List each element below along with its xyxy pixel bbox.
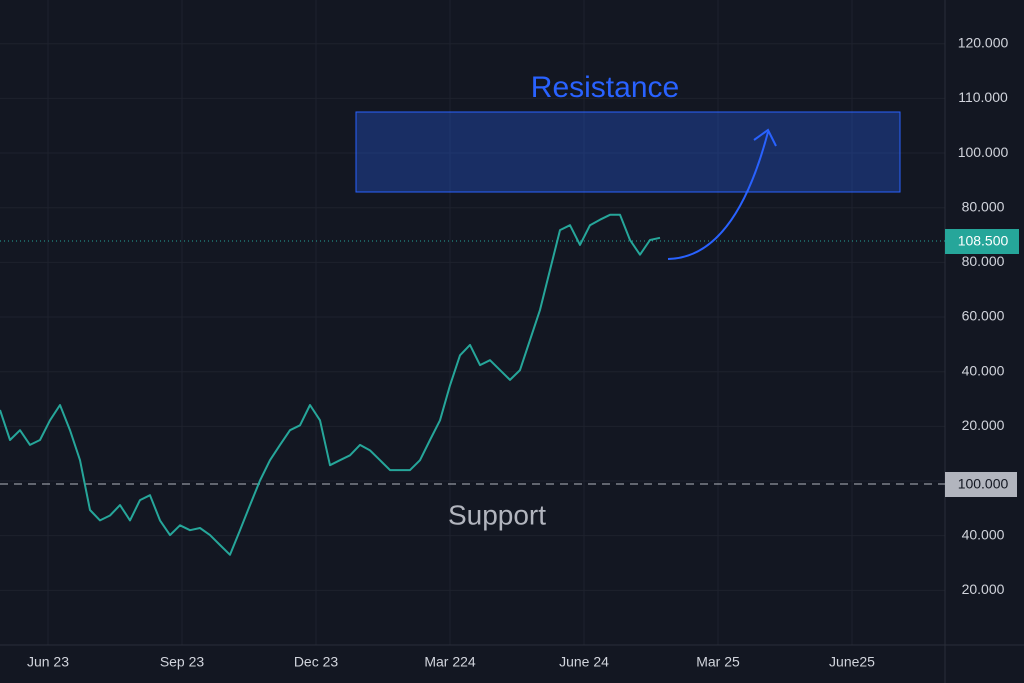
x-tick-label: Jun 23	[27, 654, 69, 670]
price-line	[0, 213, 661, 556]
y-tick-label: 110.000	[958, 89, 1008, 105]
y-tick-label: 100.000	[958, 144, 1009, 160]
resistance-label: Resistance	[531, 71, 679, 104]
x-tick-label: Dec 23	[294, 654, 339, 670]
price-tag	[945, 229, 1019, 254]
price-tag	[945, 472, 1017, 497]
grid	[0, 0, 945, 645]
y-tick-label: 80.000	[962, 253, 1005, 269]
price-tag-label: 100.000	[958, 476, 1009, 492]
y-tick-label: 20.000	[962, 581, 1005, 597]
arrow-head	[753, 128, 777, 147]
arrow	[667, 131, 769, 260]
x-tick-label: Sep 23	[160, 654, 205, 670]
y-tick-label: 40.000	[962, 526, 1005, 542]
price-tag-label: 108.500	[958, 233, 1009, 249]
y-tick-label: 20.000	[962, 417, 1005, 433]
x-tick-label: June 24	[559, 654, 609, 670]
y-tick-label: 120.000	[958, 34, 1009, 50]
x-tick-label: Mar 25	[696, 654, 740, 670]
y-tick-label: 60.000	[962, 308, 1005, 324]
support-label: Support	[448, 499, 546, 530]
y-tick-label: 80.000	[962, 198, 1005, 214]
x-tick-label: June25	[829, 654, 875, 670]
resistance-zone	[355, 111, 901, 193]
plot	[0, 213, 661, 556]
x-tick-label: Mar 224	[424, 654, 476, 670]
y-tick-label: 40.000	[962, 362, 1005, 378]
